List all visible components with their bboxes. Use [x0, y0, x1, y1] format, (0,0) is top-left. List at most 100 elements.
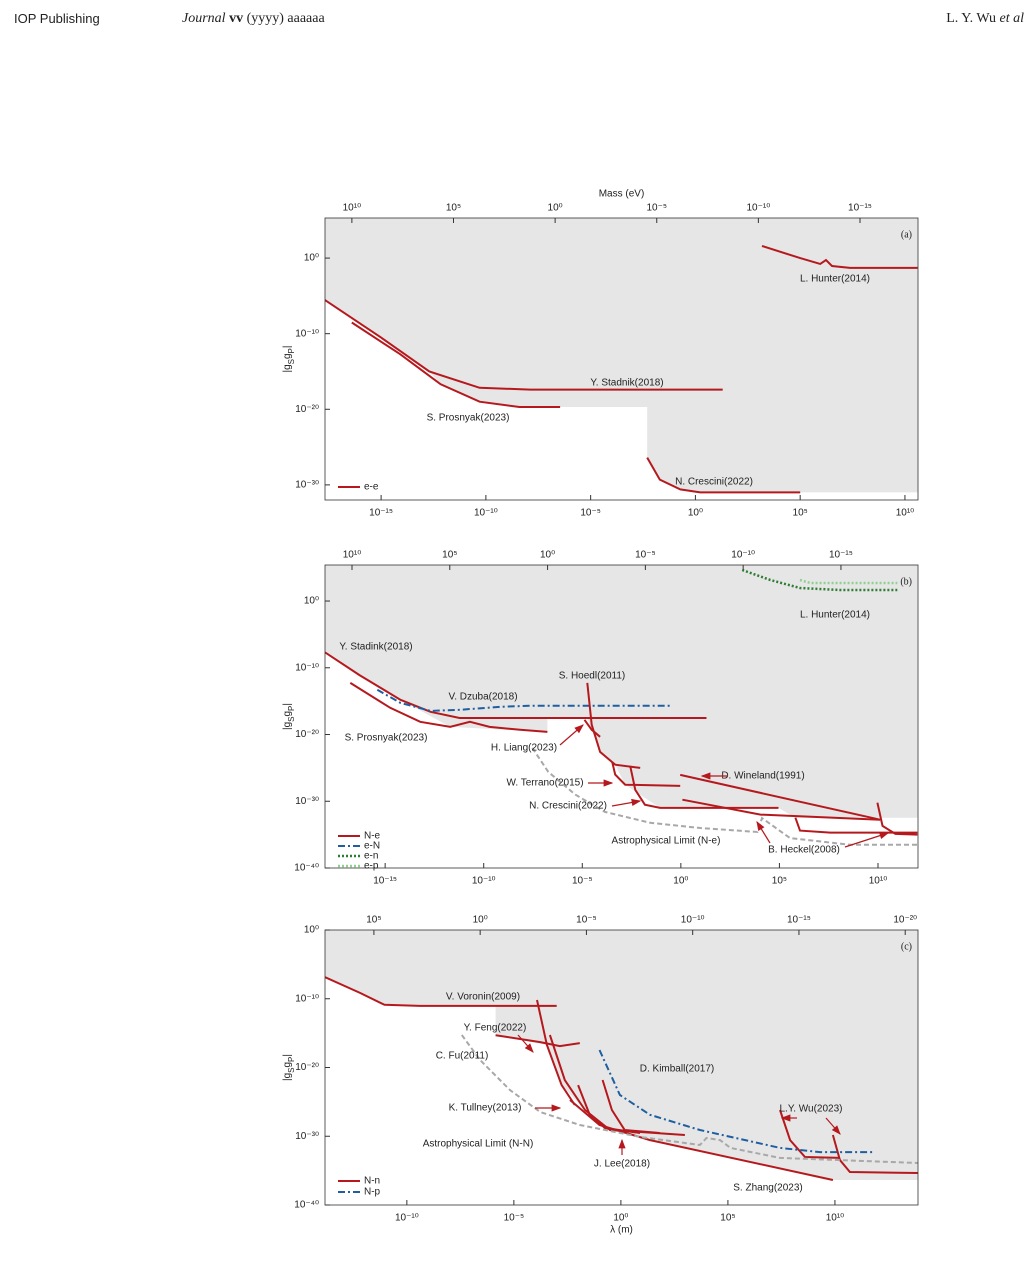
limit-curve	[799, 578, 898, 585]
x2-tick-label: 10¹⁰	[343, 203, 361, 214]
y-tick-label: 10⁻¹⁰	[295, 993, 319, 1004]
annotation: Y. Stadink(2018)	[339, 642, 412, 653]
arrow	[825, 1117, 841, 1135]
et-al: et al	[999, 11, 1025, 26]
limit-curve	[682, 798, 881, 821]
x2-tick-label: 10⁻¹⁵	[787, 915, 811, 926]
limit-curve	[325, 651, 707, 719]
legend-label: e-e	[364, 482, 379, 493]
annotation: Y. Stadnik(2018)	[590, 378, 663, 389]
legend-label: e-N	[364, 841, 380, 852]
limit-curve	[646, 457, 801, 494]
panel-label: (a)	[901, 229, 912, 240]
limit-curve	[325, 976, 557, 1007]
limit-curve	[569, 1099, 834, 1181]
y-tick-label: 10⁰	[304, 925, 319, 936]
limit-curve	[598, 1049, 875, 1154]
annotation: D. Wineland(1991)	[721, 771, 804, 782]
limit-curve	[325, 298, 723, 391]
annotation: V. Dzuba(2018)	[448, 692, 517, 703]
arrow	[756, 820, 771, 844]
panel	[325, 930, 918, 1181]
annotation: K. Tullney(2013)	[449, 1103, 522, 1114]
arrow	[844, 832, 890, 848]
limit-curve	[611, 761, 681, 787]
y-tick-label: 10⁻³⁰	[295, 480, 319, 491]
x-tick-label: 10⁰	[688, 508, 703, 519]
limit-curve	[577, 1084, 641, 1134]
limit-curve	[460, 1034, 918, 1164]
x2-tick-label: 10⁰	[473, 915, 488, 926]
x-tick-label: 10⁻¹⁰	[472, 876, 496, 887]
legend-label: N-p	[364, 1187, 381, 1198]
x-tick-label: 10¹⁰	[826, 1213, 844, 1224]
x2-tick-label: 10⁻⁵	[576, 915, 597, 926]
limit-curve	[679, 773, 881, 821]
limit-curve	[761, 245, 918, 269]
panel-label: (b)	[900, 576, 912, 587]
legend-label: N-n	[364, 1176, 380, 1187]
limit-curve	[583, 719, 601, 738]
limit-curve	[876, 802, 918, 836]
annotation: W. Terrano(2015)	[506, 778, 583, 789]
x-tick-label: 10⁵	[720, 1213, 735, 1224]
y-tick-label: 10⁻²⁰	[295, 404, 319, 415]
annotation: D. Kimball(2017)	[640, 1064, 714, 1075]
annotation: S. Prosnyak(2023)	[427, 413, 510, 424]
x2-tick-label: 10⁻¹⁰	[731, 550, 755, 561]
excluded-region	[325, 218, 918, 493]
annotation: L. Hunter(2014)	[800, 274, 870, 285]
excluded-region	[325, 930, 918, 1180]
plot-frame	[324, 564, 919, 869]
x-axis-label: λ (m)	[610, 1225, 633, 1236]
x2-tick-label: 10⁵	[366, 915, 381, 926]
arrow	[611, 798, 642, 807]
legend-label: N-e	[364, 831, 381, 842]
volume: vv	[229, 11, 244, 26]
y-axis-label: |gSgP|	[282, 1054, 296, 1081]
x2-tick-label: 10⁻¹⁰	[746, 203, 770, 214]
year-pages: (yyyy) aaaaaa	[246, 11, 325, 26]
annotation: S. Prosnyak(2023)	[345, 733, 428, 744]
arrow	[517, 1034, 534, 1053]
y-tick-label: 10⁻¹⁰	[295, 328, 319, 339]
y-tick-label: 10⁰	[304, 253, 319, 264]
limit-curve	[586, 682, 641, 769]
x-tick-label: 10⁰	[613, 1213, 628, 1224]
annotation: L.Y. Wu(2023)	[779, 1104, 842, 1115]
annotation: C. Fu(2011)	[436, 1051, 489, 1062]
limit-curve	[831, 1134, 918, 1174]
annotation: N. Crescini(2022)	[675, 477, 753, 488]
limit-curve	[349, 682, 548, 733]
x-tick-label: 10⁻¹⁰	[474, 508, 498, 519]
limit-curve	[531, 747, 918, 846]
limit-curve	[351, 321, 561, 408]
limit-curve	[601, 1079, 660, 1134]
plot-frame	[324, 217, 919, 501]
annotation: Astrophysical Limit (N-N)	[423, 1139, 534, 1150]
annotation: L. Hunter(2014)	[800, 610, 870, 621]
y-tick-label: 10⁻¹⁰	[295, 662, 319, 673]
excluded-region	[325, 565, 918, 818]
y-tick-label: 10⁻⁴⁰	[294, 1200, 319, 1211]
annotation: H. Liang(2023)	[491, 743, 557, 754]
x2-tick-label: 10⁻¹⁵	[848, 203, 872, 214]
journal: Journal	[182, 11, 226, 26]
arrow	[559, 724, 584, 746]
annotation: B. Heckel(2008)	[768, 845, 840, 856]
limit-curve	[779, 1109, 840, 1159]
x2-axis-label: Mass (eV)	[599, 189, 645, 200]
limit-curve	[741, 568, 898, 592]
x2-tick-label: 10¹⁰	[343, 550, 361, 561]
y-tick-label: 10⁻⁴⁰	[294, 863, 319, 874]
legend-label: e-n	[364, 851, 378, 862]
x2-tick-label: 10⁻¹⁵	[829, 550, 853, 561]
x-tick-label: 10⁻⁵	[504, 1213, 525, 1224]
annotation: Y. Feng(2022)	[464, 1023, 527, 1034]
x2-tick-label: 10⁰	[540, 550, 555, 561]
x2-tick-label: 10⁻¹⁰	[681, 915, 705, 926]
limit-curve	[629, 765, 779, 809]
x2-tick-label: 10⁵	[446, 203, 461, 214]
y-tick-label: 10⁻³⁰	[295, 796, 319, 807]
legend-label: e-p	[364, 861, 379, 872]
